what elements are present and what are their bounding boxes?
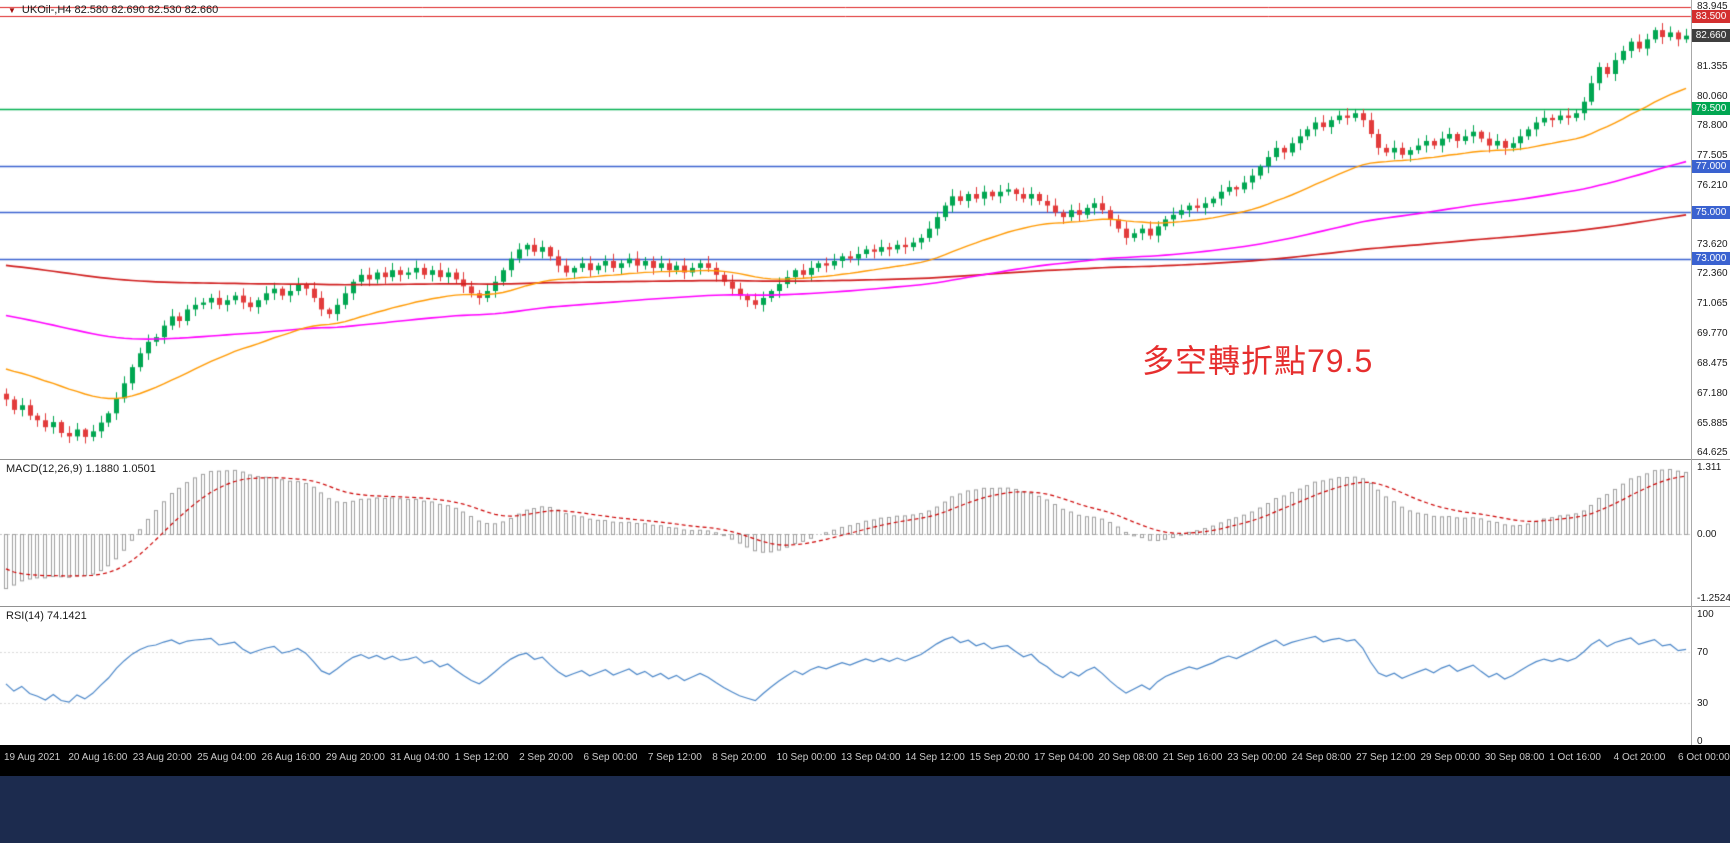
price-badge[interactable]: 77.000 (1692, 159, 1730, 173)
time-axis-label: 10 Sep 00:00 (776, 752, 837, 763)
chart-title: ▼ UKOil-,H4 82.580 82.690 82.530 82.660 (8, 4, 218, 16)
price-scale[interactable]: 83.945 81.355 80.060 78.800 77.505 76.210 73.6… (1691, 0, 1730, 459)
price-tick: 67.180 (1697, 388, 1728, 400)
time-axis-label: 1 Oct 16:00 (1549, 752, 1601, 763)
price-tick: 80.060 (1697, 90, 1728, 102)
macd-panel-canvas[interactable] (0, 460, 1730, 606)
taskbar[interactable] (0, 776, 1730, 843)
time-axis-label: 23 Sep 00:00 (1227, 752, 1287, 763)
price-scale-separator (1691, 0, 1692, 745)
chart-annotation: 多空轉折點79.5 (1142, 343, 1374, 379)
price-tick: 78.800 (1697, 119, 1728, 131)
macd-scale-label: -1.2524 (1697, 593, 1730, 604)
price-tick: 73.620 (1697, 239, 1728, 251)
panel-separator-rsi[interactable] (0, 606, 1730, 607)
time-axis-label: 25 Aug 04:00 (197, 752, 257, 763)
price-tick: 64.625 (1697, 447, 1728, 458)
time-axis-label: 8 Sep 20:00 (712, 752, 767, 763)
rsi-scale-label: 70 (1697, 647, 1709, 659)
time-axis-label: 31 Aug 04:00 (390, 752, 450, 763)
price-tick: 72.360 (1697, 268, 1728, 280)
time-axis-label: 20 Aug 16:00 (68, 752, 128, 763)
price-badge[interactable]: 75.000 (1692, 205, 1730, 219)
time-axis-label: 30 Sep 08:00 (1484, 752, 1545, 763)
time-axis-label: 26 Aug 16:00 (261, 752, 321, 763)
time-axis-label: 14 Sep 12:00 (905, 752, 965, 763)
rsi-scale: 100 70 30 0 (1691, 607, 1730, 747)
price-tick: 68.475 (1697, 358, 1728, 370)
time-axis-label: 21 Sep 16:00 (1162, 752, 1223, 763)
time-axis-label: 17 Sep 04:00 (1034, 752, 1094, 763)
time-axis-label: 15 Sep 20:00 (969, 752, 1030, 763)
time-axis-label: 23 Aug 20:00 (132, 752, 192, 763)
time-axis-label: 6 Sep 00:00 (583, 752, 638, 763)
rsi-scale-label: 30 (1697, 697, 1709, 709)
time-axis-label: 1 Sep 12:00 (454, 752, 509, 763)
macd-scale-label: 1.311 (1697, 462, 1722, 473)
price-tick: 69.770 (1697, 328, 1728, 340)
time-axis-label: 29 Aug 20:00 (325, 752, 385, 763)
ohlc-values: 82.580 82.690 82.530 82.660 (74, 4, 219, 16)
price-badge[interactable]: 73.000 (1692, 252, 1730, 266)
macd-label: MACD(12,26,9) 1.1880 1.0501 (6, 463, 156, 475)
symbol-period: UKOil-,H4 (21, 4, 72, 16)
price-badge[interactable]: 83.500 (1692, 9, 1730, 23)
price-tick: 76.210 (1697, 179, 1728, 191)
price-tick: 71.065 (1697, 298, 1728, 310)
price-tick: 77.505 (1697, 149, 1728, 161)
time-axis-label: 4 Oct 20:00 (1613, 752, 1666, 763)
time-axis-label: 27 Sep 12:00 (1356, 752, 1416, 763)
macd-scale-label: 0.00 (1697, 529, 1717, 540)
main-chart-canvas[interactable] (0, 0, 1730, 459)
panel-separator-macd[interactable] (0, 459, 1730, 460)
rsi-label: RSI(14) 74.1421 (6, 610, 87, 622)
time-axis-label: 13 Sep 04:00 (841, 752, 901, 763)
price-tick: 81.355 (1697, 60, 1728, 72)
time-axis-label: 19 Aug 2021 (4, 752, 61, 763)
time-axis-label: 29 Sep 00:00 (1420, 752, 1480, 763)
price-badge[interactable]: 79.500 (1692, 102, 1730, 116)
price-badge[interactable]: 82.660 (1692, 29, 1730, 43)
time-axis-label: 2 Sep 20:00 (519, 752, 573, 763)
time-axis-label: 24 Sep 08:00 (1291, 752, 1352, 763)
time-axis-label: 20 Sep 08:00 (1098, 752, 1159, 763)
indicator-triangle-icon: ▼ (8, 6, 16, 15)
rsi-scale-label: 100 (1697, 609, 1714, 620)
macd-scale: 1.311 0.00 -1.2524 (1691, 460, 1730, 606)
time-axis-label: 6 Oct 00:00 (1678, 752, 1730, 763)
time-axis-label: 7 Sep 12:00 (647, 752, 702, 763)
price-tick: 65.885 (1697, 417, 1728, 429)
rsi-panel-canvas[interactable] (0, 607, 1730, 745)
time-axis[interactable]: 19 Aug 2021 20 Aug 16:00 23 Aug 20:00 25 Au… (0, 745, 1730, 776)
price-tick: 83.945 (1697, 1, 1728, 12)
rsi-scale-label: 0 (1697, 736, 1703, 747)
